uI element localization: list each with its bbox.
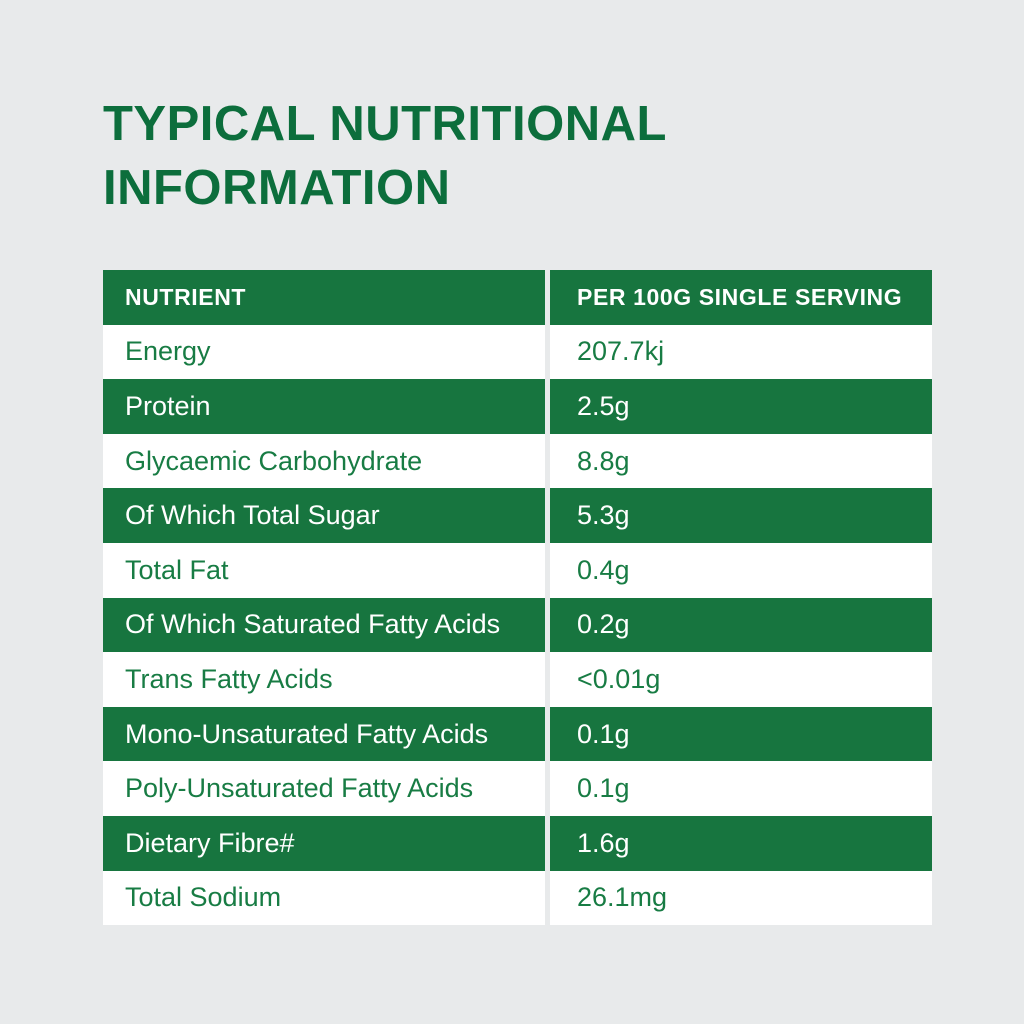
table-header-nutrient: NUTRIENT [103, 270, 545, 325]
nutrient-cell: Trans Fatty Acids [103, 652, 545, 707]
nutrient-cell: Of Which Saturated Fatty Acids [103, 597, 545, 653]
page-title-line2: INFORMATION [103, 161, 451, 215]
value-cell: 5.3g [550, 488, 932, 543]
nutrient-cell: Total Fat [103, 542, 545, 598]
value-cell: 26.1mg [550, 870, 932, 926]
table-row-poly-unsaturated-fatty-acids: Poly-Unsaturated Fatty Acids 0.1g [103, 761, 932, 816]
table-row-saturated-fatty-acids: Of Which Saturated Fatty Acids 0.2g [103, 597, 932, 653]
table-row-mono-unsaturated-fatty-acids: Mono-Unsaturated Fatty Acids 0.1g [103, 706, 932, 762]
value-cell: 0.1g [550, 761, 932, 816]
nutrient-cell: Protein [103, 379, 545, 434]
value-cell: 2.5g [550, 379, 932, 434]
table-row-total-fat: Total Fat 0.4g [103, 542, 932, 598]
value-cell: <0.01g [550, 652, 932, 707]
value-cell: 1.6g [550, 815, 932, 871]
nutrient-cell: Total Sodium [103, 870, 545, 926]
value-cell: 207.7kj [550, 324, 932, 380]
table-row-protein: Protein 2.5g [103, 379, 932, 434]
value-cell: 0.4g [550, 542, 932, 598]
nutrition-table: NUTRIENT PER 100G SINGLE SERVING Energy … [103, 270, 932, 926]
nutrient-cell: Of Which Total Sugar [103, 488, 545, 543]
table-row-trans-fatty-acids: Trans Fatty Acids <0.01g [103, 652, 932, 707]
table-row-dietary-fibre: Dietary Fibre# 1.6g [103, 815, 932, 871]
nutrient-cell: Dietary Fibre# [103, 815, 545, 871]
table-row-glycaemic-carbohydrate: Glycaemic Carbohydrate 8.8g [103, 433, 932, 489]
nutrient-cell: Energy [103, 324, 545, 380]
value-cell: 0.2g [550, 597, 932, 653]
value-cell: 0.1g [550, 706, 932, 762]
table-row-energy: Energy 207.7kj [103, 324, 932, 380]
nutrient-cell: Glycaemic Carbohydrate [103, 433, 545, 489]
table-row-total-sodium: Total Sodium 26.1mg [103, 870, 932, 926]
value-cell: 8.8g [550, 433, 932, 489]
nutrient-cell: Poly-Unsaturated Fatty Acids [103, 761, 545, 816]
table-header-per-serving: PER 100G SINGLE SERVING [550, 270, 932, 325]
page-title: TYPICAL NUTRITIONAL INFORMATION [103, 92, 863, 220]
table-header-row: NUTRIENT PER 100G SINGLE SERVING [103, 270, 932, 325]
page-title-line1: TYPICAL NUTRITIONAL [103, 97, 667, 151]
nutrient-cell: Mono-Unsaturated Fatty Acids [103, 706, 545, 762]
table-row-total-sugar: Of Which Total Sugar 5.3g [103, 488, 932, 543]
